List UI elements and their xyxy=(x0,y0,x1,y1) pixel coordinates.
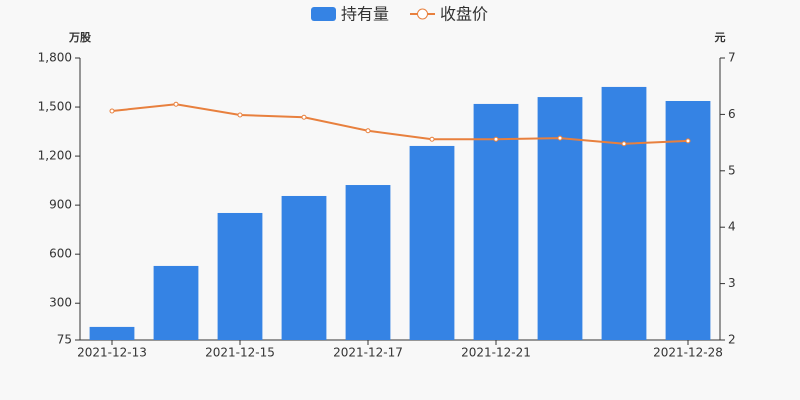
line-point xyxy=(557,135,563,141)
y-tick-label: 1,200 xyxy=(38,149,72,163)
y-tick-label: 600 xyxy=(49,247,72,261)
x-tick-label: 2021-12-17 xyxy=(333,346,403,360)
line-point xyxy=(237,112,243,118)
y-tick-label: 300 xyxy=(49,296,72,310)
line-point xyxy=(429,136,435,142)
y2-tick-label: 4 xyxy=(728,220,736,234)
y2-tick-label: 7 xyxy=(728,51,736,65)
line-point xyxy=(365,128,371,134)
bar xyxy=(409,145,455,340)
bar xyxy=(601,86,647,340)
x-tick-label: 2021-12-28 xyxy=(653,346,723,360)
y2-tick-label: 5 xyxy=(728,163,736,177)
line xyxy=(111,103,689,145)
legend: 持有量 收盘价 xyxy=(311,5,488,24)
bar xyxy=(537,97,583,340)
bar xyxy=(473,103,519,340)
y-tick-label: 900 xyxy=(49,198,72,212)
bar xyxy=(217,212,263,340)
x-tick-label: 2021-12-13 xyxy=(77,346,147,360)
line-point xyxy=(493,136,499,142)
y2-tick-label: 3 xyxy=(728,276,736,290)
x-tick-label: 2021-12-15 xyxy=(205,346,275,360)
y2-axis-unit: 元 xyxy=(715,31,726,44)
legend-swatch xyxy=(417,8,428,20)
legend-label: 收盘价 xyxy=(440,5,488,24)
legend-label: 持有量 xyxy=(341,5,389,24)
bar xyxy=(153,265,199,340)
y-tick-label: 75 xyxy=(57,333,72,347)
line-point xyxy=(109,108,115,114)
bar xyxy=(281,195,327,340)
line-point xyxy=(685,138,691,144)
y2-tick-label: 2 xyxy=(728,333,736,347)
y-tick-label: 1,800 xyxy=(38,51,72,65)
y-axis-unit: 万股 xyxy=(68,31,92,44)
line-point xyxy=(621,141,627,147)
bar xyxy=(665,100,711,340)
y-tick-label: 1,500 xyxy=(38,100,72,114)
y2-tick-label: 6 xyxy=(728,107,736,121)
bar xyxy=(345,185,391,340)
bar xyxy=(89,326,135,340)
x-tick-label: 2021-12-21 xyxy=(461,346,531,360)
line-point xyxy=(301,114,307,120)
legend-swatch xyxy=(311,7,336,21)
line-point xyxy=(173,101,179,107)
